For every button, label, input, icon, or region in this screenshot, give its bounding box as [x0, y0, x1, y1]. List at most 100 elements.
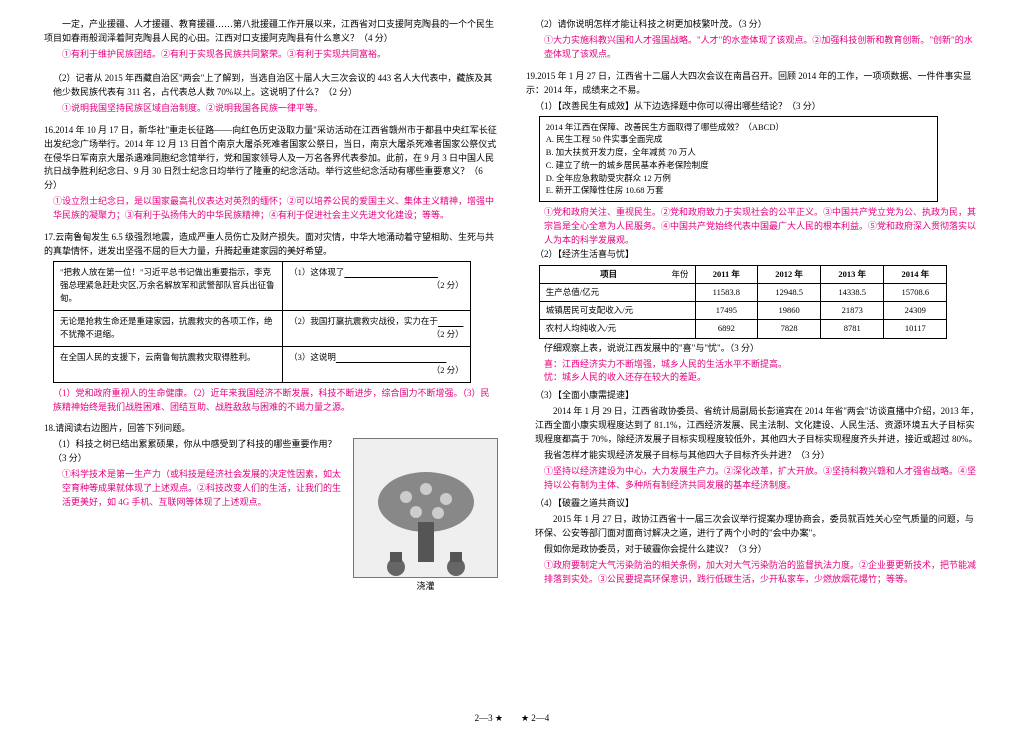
intro-answer: ①有利于维护民族团结。②有利于实现各民族共同繁荣。③有利于实现共同富裕。 — [44, 48, 498, 62]
r2c2: 19860 — [758, 302, 821, 320]
th-2012: 2012 年 — [758, 265, 821, 283]
q15-2-text: （2）记者从 2015 年西藏自治区"两会"上了解到，当选自治区十届人大三次会议… — [44, 72, 498, 100]
r3c2: 7828 — [758, 320, 821, 338]
r1c0: 生产总值/亿元 — [539, 284, 695, 302]
economy-table: 项目 年份 2011 年 2012 年 2013 年 2014 年 生产总值/亿元… — [539, 265, 948, 339]
q18-ans1: ①科学技术是第一生产力（或科技是经济社会发展的决定性因素，如太空育种等成果就体现… — [44, 468, 347, 510]
q17-table: "把救人放在第一位！"习近平总书记做出重要指示，李克强总理紧急赶赴灾区,万余名解… — [53, 261, 471, 383]
table-row-gdp: 生产总值/亿元 11583.8 12948.5 14338.5 15708.6 — [539, 284, 947, 302]
r-q2-text: （2）请你说明怎样才能让科技之树更加枝繁叶茂。（3 分） — [526, 18, 980, 32]
table-row-urban: 城镇居民可支配收入/元 17495 19860 21873 24309 — [539, 302, 947, 320]
r1c2: 12948.5 — [758, 284, 821, 302]
mc-opt-d: D. 全年应急救助受灾群众 12 万例 — [546, 172, 932, 185]
mc-opt-e: E. 新开工保障性住房 10.68 万套 — [546, 184, 932, 197]
sec1-title: （1）【改善民生有成效】从下边选择题中你可以得出哪些结论？（3 分） — [526, 100, 980, 114]
sec4-body: 2015 年 1 月 27 日，政协江西省十一届三次会议举行提案办理协商会，委员… — [526, 513, 980, 541]
q17-r1-left: "把救人放在第一位！"习近平总书记做出重要指示，李克强总理紧急赶赴灾区,万余名解… — [54, 262, 283, 311]
q17-answer: （1）党和政府重视人的生命健康。（2）近年来我国经济不断发展，科技不断进步，综合… — [44, 387, 498, 415]
r2c4: 24309 — [884, 302, 947, 320]
left-column: 一定，产业援疆、人才援疆、教育援疆……第八批援疆工作开展以来，江西省对口支援阿克… — [44, 18, 498, 724]
q17-r3-left: 在全国人民的支援下，云南鲁甸抗震救灾取得胜利。 — [54, 346, 283, 382]
sec4-q: 假如你是政协委员，对于破霾你会提什么建议？（3 分） — [526, 543, 980, 557]
r3c4: 10117 — [884, 320, 947, 338]
r3c0: 农村人均纯收入/元 — [539, 320, 695, 338]
sec3-q: 我省怎样才能实现经济发展子目标与其他四大子目标齐头并进？（3 分） — [526, 449, 980, 463]
q18-row: （1）科技之树已结出累累硕果，你从中感受到了科技的哪些重要作用？（3 分） ①科… — [44, 438, 498, 594]
sec3-body: 2014 年 1 月 29 日，江西省政协委员、省统计局副局长彭道宾在 2014… — [526, 405, 980, 447]
q17-r1-label: （1）这体现了 — [289, 267, 344, 277]
sec4-title: （4）【破霾之道共商议】 — [526, 497, 980, 511]
mc-opt-c: C. 建立了统一的城乡居民基本养老保险制度 — [546, 159, 932, 172]
tree-icon — [366, 467, 486, 577]
intro-text: 一定，产业援疆、人才援疆、教育援疆……第八批援疆工作开展以来，江西省对口支援阿克… — [44, 18, 498, 46]
mc-box: 2014 年江西在保障、改善民生方面取得了哪些成效？（ABCD） A. 民生工程… — [539, 116, 939, 203]
page-footer: 2—3 ★ ★ 2—4 — [0, 712, 1024, 726]
mc-opt-a: A. 民生工程 50 件实事全面完成 — [546, 133, 932, 146]
q18-figure: 浇灌 — [353, 438, 498, 594]
q18-number: 18. — [44, 423, 55, 433]
sec2-q: 仔细观察上表，说说江西发展中的"喜"与"忧"。（3 分） — [526, 342, 980, 356]
th-2011: 2011 年 — [695, 265, 758, 283]
q17-body: 17.云南鲁甸发生 6.5 级强烈地震，造成严重人员伤亡及财产损失。面对灾情，中… — [44, 231, 498, 259]
th-item-label: 项目 — [600, 269, 617, 279]
q17-r1-score: （2 分） — [432, 279, 464, 292]
q17-r2-right: （2）我国打赢抗震救灾战役，实力在于 （2 分） — [283, 310, 471, 346]
q17-row-3: 在全国人民的支援下，云南鲁甸抗震救灾取得胜利。 （3）这说明 （2 分） — [54, 346, 471, 382]
table-header-row: 项目 年份 2011 年 2012 年 2013 年 2014 年 — [539, 265, 947, 283]
q19-body: 19.2015 年 1 月 27 日，江西省十二届人大四次会议在南昌召开。回顾 … — [526, 70, 980, 98]
th-2013: 2013 年 — [821, 265, 884, 283]
q17-r1-blank — [344, 267, 438, 277]
mc-opt-b: B. 加大扶贫开发力度，全年减贫 70 万人 — [546, 146, 932, 159]
th-item: 项目 年份 — [539, 265, 695, 283]
q17-text: 云南鲁甸发生 6.5 级强烈地震，造成严重人员伤亡及财产损失。面对灾情，中华大地… — [44, 232, 494, 256]
r1c4: 15708.6 — [884, 284, 947, 302]
q18-text: 请阅读右边图片，回答下列问题。 — [55, 423, 190, 433]
q17-row-2: 无论是抢救生命还是重建家园，抗震救灾的各项工作，绝不犹豫不退缩。 （2）我国打赢… — [54, 310, 471, 346]
r-q2-answer: ①大力实施科教兴国和人才强国战略。"人才"的水壶体现了该观点。②加强科技创新和教… — [526, 34, 980, 62]
q18-body: 18.请阅读右边图片，回答下列问题。 — [44, 422, 498, 436]
figure-caption: 浇灌 — [353, 580, 498, 594]
q15-2-answer: ①说明我国坚持民族区域自治制度。②说明我国各民族一律平等。 — [44, 102, 498, 116]
q19-number: 19. — [526, 71, 537, 81]
table-row-rural: 农村人均纯收入/元 6892 7828 8781 10117 — [539, 320, 947, 338]
q19-block: 19.2015 年 1 月 27 日，江西省十二届人大四次会议在南昌召开。回顾 … — [526, 70, 980, 587]
q17-row-1: "把救人放在第一位！"习近平总书记做出重要指示，李克强总理紧急赶赴灾区,万余名解… — [54, 262, 471, 311]
q17-r3-score: （2 分） — [432, 364, 464, 377]
q17-r3-label: （3）这说明 — [289, 352, 336, 362]
sec1-answer: ①党和政府关注、重视民生。②党和政府致力于实现社会的公平正义。③中国共产党立党为… — [526, 206, 980, 248]
q18-textcol: （1）科技之树已结出累累硕果，你从中感受到了科技的哪些重要作用？（3 分） ①科… — [44, 438, 347, 510]
r3c1: 6892 — [695, 320, 758, 338]
r2c0: 城镇居民可支配收入/元 — [539, 302, 695, 320]
tree-illustration — [353, 438, 498, 578]
q16-body: 16.2014 年 10 月 17 日，新华社"重走长征路——向红色历史汲取力量… — [44, 124, 498, 194]
q16-text: 2014 年 10 月 17 日，新华社"重走长征路——向红色历史汲取力量"采访… — [44, 125, 497, 191]
q17-r2-blank — [438, 316, 464, 326]
q17-r3-blank — [336, 352, 447, 362]
sec3-title: （3）【全面小康需提速】 — [526, 389, 980, 403]
q19-text: 2015 年 1 月 27 日，江西省十二届人大四次会议在南昌召开。回顾 201… — [526, 71, 972, 95]
right-column: （2）请你说明怎样才能让科技之树更加枝繁叶茂。（3 分） ①大力实施科教兴国和人… — [526, 18, 980, 724]
q17-block: 17.云南鲁甸发生 6.5 级强烈地震，造成严重人员伤亡及财产损失。面对灾情，中… — [44, 231, 498, 414]
r2c1: 17495 — [695, 302, 758, 320]
r-q2-block: （2）请你说明怎样才能让科技之树更加枝繁叶茂。（3 分） ①大力实施科教兴国和人… — [526, 18, 980, 62]
q18-sub1: （1）科技之树已结出累累硕果，你从中感受到了科技的哪些重要作用？（3 分） — [44, 438, 347, 466]
q16-answer: ①设立烈士纪念日，是以国家最高礼仪表达对英烈的缅怀；②可以培养公民的爱国主义、集… — [44, 195, 498, 223]
q17-r2-label: （2）我国打赢抗震救灾战役，实力在于 — [289, 316, 438, 326]
q18-block: 18.请阅读右边图片，回答下列问题。 （1）科技之树已结出累累硕果，你从中感受到… — [44, 422, 498, 594]
sec4-answer: ①政府要制定大气污染防治的相关条例，加大对大气污染防治的监督执法力度。②企业要更… — [526, 559, 980, 587]
q17-r3-right: （3）这说明 （2 分） — [283, 346, 471, 382]
q15-2-block: （2）记者从 2015 年西藏自治区"两会"上了解到，当选自治区十届人大三次会议… — [44, 72, 498, 116]
sec3-answer: ①坚持以经济建设为中心，大力发展生产力。②深化改革，扩大开放。③坚持科教兴赣和人… — [526, 465, 980, 493]
q17-r1-right: （1）这体现了 （2 分） — [283, 262, 471, 311]
r2c3: 21873 — [821, 302, 884, 320]
sec2-answer: 喜：江西经济实力不断增强，城乡人民的生活水平不断提高。 忧：城乡人民的收入还存在… — [526, 358, 980, 386]
r1c1: 11583.8 — [695, 284, 758, 302]
th-2014: 2014 年 — [884, 265, 947, 283]
mc-stem: 2014 年江西在保障、改善民生方面取得了哪些成效？（ABCD） — [546, 121, 932, 134]
q16-block: 16.2014 年 10 月 17 日，新华社"重走长征路——向红色历史汲取力量… — [44, 124, 498, 224]
th-year-label: 年份 — [672, 268, 689, 281]
q17-r2-score: （2 分） — [432, 328, 464, 341]
sec2-title: （2）【经济生活喜与忧】 — [526, 248, 980, 262]
r3c3: 8781 — [821, 320, 884, 338]
q17-r2-left: 无论是抢救生命还是重建家园，抗震救灾的各项工作，绝不犹豫不退缩。 — [54, 310, 283, 346]
